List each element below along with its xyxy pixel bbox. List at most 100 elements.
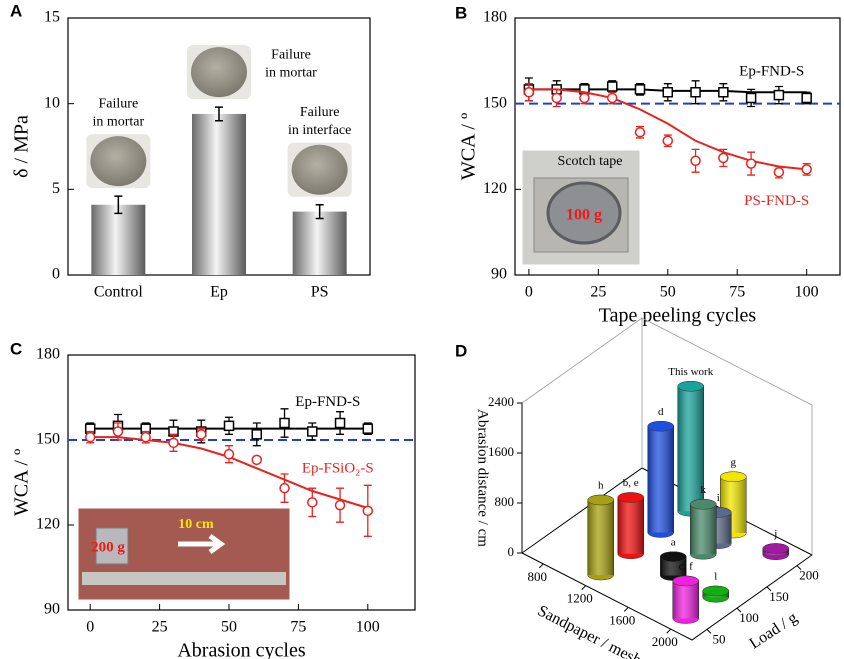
- marker: [747, 159, 756, 168]
- bar-label: c, f: [679, 561, 693, 573]
- z-tick-label: 800: [495, 494, 515, 509]
- bar-label: i: [717, 492, 720, 504]
- x-tick-label: 100: [356, 619, 380, 636]
- bar: [91, 205, 145, 275]
- z-axis-title: Abrasion distance / cm: [475, 409, 491, 547]
- inset-label: 10 cm: [178, 517, 214, 532]
- panel-letter: C: [10, 339, 22, 358]
- y-tick-label: 0: [52, 266, 60, 283]
- marker: [524, 88, 533, 97]
- marker: [363, 424, 372, 433]
- cylinder-shade: [673, 581, 699, 619]
- z-tick-label: 0: [508, 544, 515, 559]
- y-tick-label: 10: [44, 94, 60, 111]
- y-tick-label: 180: [36, 346, 60, 363]
- y-tick-label: 180: [483, 9, 507, 26]
- y-tick-label: 150: [769, 589, 789, 604]
- marker: [280, 484, 289, 493]
- cylinder-top: [588, 495, 614, 505]
- marker: [774, 91, 783, 100]
- marker: [580, 93, 589, 102]
- x-tick-label: 800: [528, 569, 548, 584]
- inset-label: 100 g: [566, 207, 602, 224]
- bar-label: l: [714, 571, 717, 583]
- marker: [774, 168, 783, 177]
- cylinder-top: [703, 586, 729, 596]
- cylinder-shade: [588, 500, 614, 575]
- x-tick-label: 2000: [652, 634, 678, 649]
- cylinder-top: [618, 493, 644, 503]
- cylinder-shade: [648, 426, 674, 532]
- marker: [225, 421, 234, 430]
- cylinder-shade: [618, 498, 644, 554]
- cylinder-top: [648, 421, 674, 431]
- marker: [691, 88, 700, 97]
- marker: [169, 438, 178, 447]
- marker: [336, 419, 345, 428]
- bar-label: g: [731, 456, 737, 468]
- x-tick: [582, 586, 586, 590]
- y-tick-label: 50: [713, 631, 726, 646]
- x-tick-label: 50: [221, 619, 237, 636]
- cylinder-top: [720, 472, 746, 482]
- marker: [802, 93, 811, 102]
- marker: [225, 450, 234, 459]
- y-tick-label: 90: [44, 601, 60, 618]
- x-axis-title: Tape peeling cycles: [599, 305, 757, 327]
- annotation: in interface: [288, 123, 351, 138]
- x-tick: [539, 564, 543, 568]
- marker: [363, 506, 372, 515]
- y-tick-label: 150: [483, 94, 507, 111]
- marker: [663, 88, 672, 97]
- bar-label: b, e: [623, 477, 639, 489]
- series-label: PS-FND-S: [744, 193, 809, 209]
- x-axis-title: Abrasion cycles: [177, 640, 306, 659]
- x-tick: [624, 607, 628, 611]
- marker: [608, 93, 617, 102]
- annotation: in mortar: [92, 114, 144, 129]
- marker: [636, 128, 645, 137]
- marker: [802, 165, 811, 174]
- x-tick-label: 50: [660, 284, 676, 301]
- x-tick-label: PS: [311, 284, 329, 301]
- marker: [608, 82, 617, 91]
- marker: [197, 430, 206, 439]
- annotation: Failure: [300, 105, 340, 120]
- marker: [252, 430, 261, 439]
- z-tick-label: 2400: [488, 394, 514, 409]
- marker: [86, 433, 95, 442]
- y-tick-label: 200: [799, 568, 819, 583]
- y-axis-title: WCA / º: [458, 113, 480, 180]
- marker: [308, 427, 317, 436]
- y-tick-label: 120: [36, 516, 60, 533]
- cylinder-top: [763, 544, 789, 554]
- x-tick-label: 25: [152, 619, 168, 636]
- y-tick-label: 90: [491, 266, 507, 283]
- x-tick: [667, 629, 671, 633]
- inset-label: Scotch tape: [558, 154, 623, 169]
- bar: [192, 114, 246, 275]
- y-tick-label: 15: [44, 9, 60, 26]
- x-tick-label: 100: [795, 284, 819, 301]
- y-tick-label: 120: [483, 180, 507, 197]
- bar: [293, 212, 347, 275]
- x-tick-label: 1600: [609, 612, 635, 627]
- z-tick-label: 1600: [488, 444, 514, 459]
- inset-label: 200 g: [91, 539, 125, 555]
- x-tick-label: 0: [525, 284, 533, 301]
- annotation: in mortar: [265, 65, 317, 80]
- x-tick-label: 25: [590, 284, 606, 301]
- cylinder-top: [673, 576, 699, 586]
- marker: [252, 455, 261, 464]
- marker: [747, 93, 756, 102]
- bar-label: j: [773, 528, 777, 540]
- x-tick-label: 1200: [567, 591, 593, 606]
- marker: [280, 419, 289, 428]
- x-tick-label: 75: [290, 619, 306, 636]
- marker: [308, 498, 317, 507]
- cylinder-shade: [690, 504, 716, 554]
- sample-photo-disc: [90, 136, 146, 186]
- marker: [113, 427, 122, 436]
- x-tick-label: Control: [94, 284, 143, 301]
- series-label: Ep-FSiO₂-S: [302, 460, 374, 476]
